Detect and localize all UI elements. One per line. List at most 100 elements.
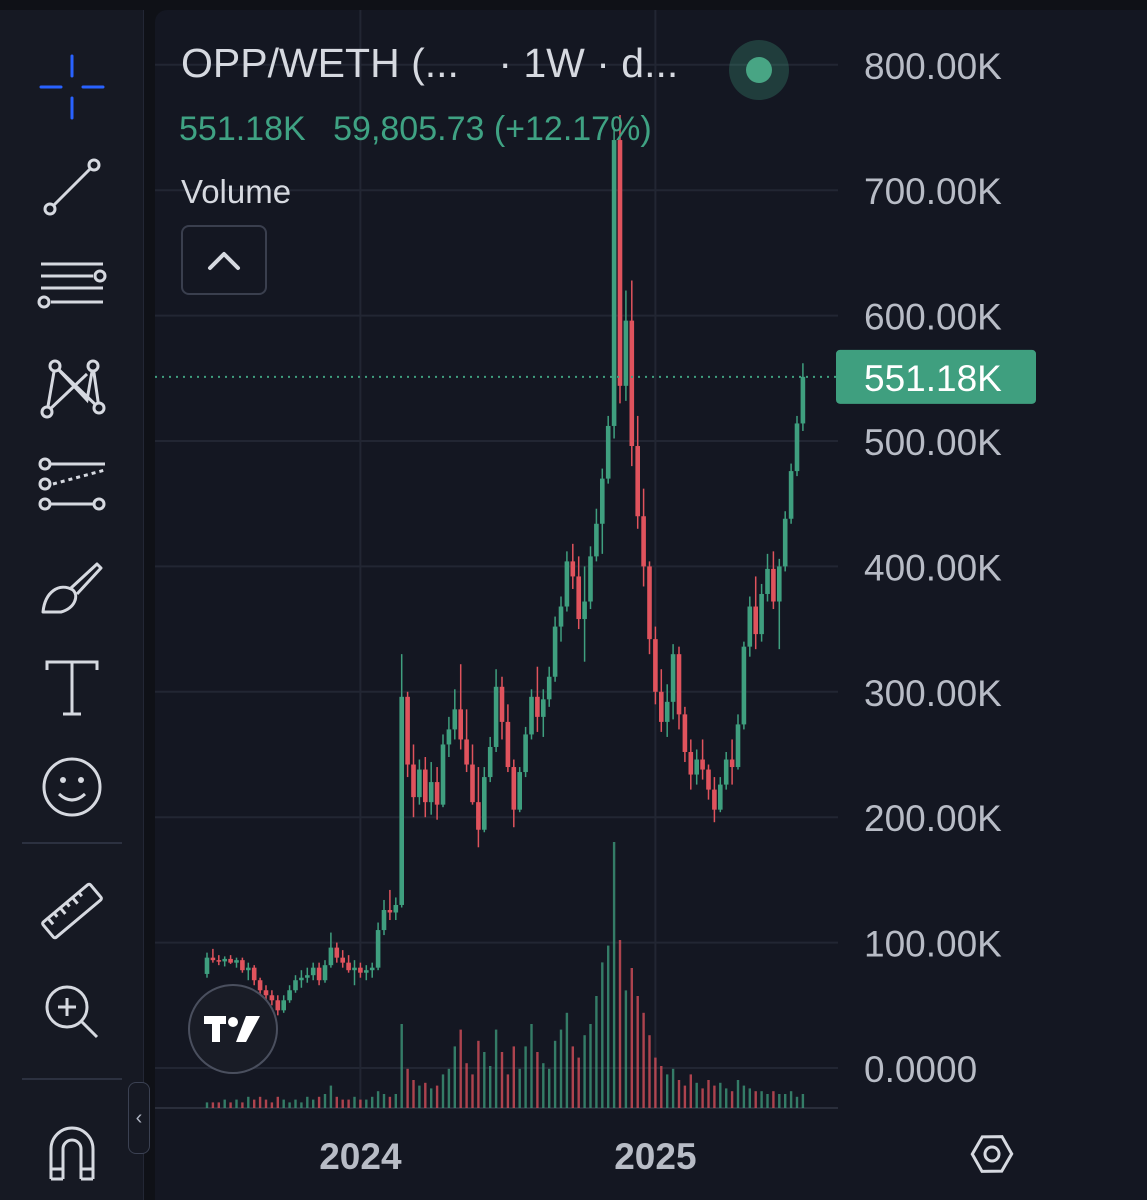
candle (564, 551, 570, 612)
candle (393, 897, 399, 921)
candle (251, 965, 257, 986)
volume-bar (725, 1088, 728, 1108)
volume-bar (701, 1088, 704, 1108)
candle-body (676, 654, 682, 715)
volume-bar (276, 1096, 279, 1108)
volume-bar (329, 1085, 333, 1108)
candle (688, 739, 694, 790)
price-axis-label: 300.00K (864, 673, 1002, 714)
candle-body (381, 909, 387, 931)
candle-body (759, 593, 764, 635)
candle-body (700, 759, 705, 770)
candle (440, 734, 446, 808)
pattern-tool-button[interactable] (30, 345, 114, 429)
candle-body (718, 784, 723, 810)
volume-bar (465, 1063, 468, 1108)
price-chart[interactable]: 800.00K 700.00K 600.00K 500.00K 400.00K 300.0… (155, 10, 1147, 1200)
brush-tool-button[interactable] (30, 545, 114, 629)
volume-bar (789, 1091, 793, 1108)
volume-bar (512, 1046, 515, 1108)
volume-bar (601, 962, 604, 1108)
candle (653, 626, 658, 705)
hexagon-settings-icon (970, 1135, 1014, 1173)
candle (216, 955, 222, 966)
candle-body (346, 962, 351, 971)
price-axis-label: 100.00K (864, 924, 1002, 965)
volume-bar (583, 1035, 586, 1108)
time-axis[interactable]: 2024 2025 (319, 1136, 696, 1177)
trend-line-icon (43, 158, 101, 216)
candle-body (411, 764, 416, 798)
legend-title[interactable]: OPP/WETH (... · 1W · d... (181, 40, 678, 87)
candlestick-series (204, 114, 806, 1016)
candle (364, 965, 369, 981)
candle (387, 889, 393, 921)
candle-body (228, 958, 233, 963)
volume-bar (524, 1046, 527, 1108)
trend-line-tool-button[interactable] (30, 145, 114, 229)
chart-settings-button[interactable] (967, 1128, 1016, 1180)
candle (782, 511, 788, 572)
volume-bar (406, 1068, 409, 1108)
candle (570, 543, 576, 589)
volume-bar (477, 1040, 480, 1108)
price-axis-label: 500.00K (864, 422, 1002, 463)
text-tool-button[interactable] (30, 645, 114, 729)
candle (617, 114, 623, 404)
candle (322, 960, 328, 983)
volume-indicator-label[interactable]: Volume (181, 173, 292, 210)
horizontal-lines-tool-button[interactable] (30, 245, 114, 329)
price-axis-label: 0.0000 (864, 1049, 977, 1090)
volume-bar (335, 1096, 338, 1108)
candle-body (659, 691, 664, 722)
candle-body (564, 561, 570, 607)
crosshair-tool-button[interactable] (30, 45, 114, 129)
candle (222, 956, 227, 967)
candle (629, 280, 635, 467)
chart-panel[interactable]: 800.00K 700.00K 600.00K 500.00K 400.00K 300.0… (155, 10, 1147, 1200)
candle (605, 415, 611, 484)
candle (470, 744, 475, 805)
volume-bar (412, 1080, 415, 1108)
price-axis[interactable]: 800.00K 700.00K 600.00K 500.00K 400.00K 300.0… (836, 46, 1036, 1090)
candle (275, 995, 281, 1016)
candle (464, 709, 469, 773)
volume-bar (447, 1068, 451, 1108)
projection-tool-button[interactable] (30, 445, 114, 529)
candle-body (517, 772, 522, 810)
candle (576, 556, 581, 630)
candle-body (287, 990, 292, 1001)
candle-body (794, 423, 800, 472)
candle (428, 762, 434, 815)
legend-collapse-button[interactable] (181, 225, 267, 295)
candle-body (582, 601, 587, 620)
candle (369, 962, 375, 978)
candle-body (487, 746, 493, 778)
candle (505, 704, 511, 773)
volume-bar (347, 1099, 350, 1108)
volume-bar (229, 1102, 232, 1108)
volume-bar (766, 1094, 769, 1108)
volume-bar (536, 1052, 539, 1108)
ruler-tool-button[interactable] (30, 870, 114, 954)
magnet-tool-button[interactable] (30, 1110, 114, 1194)
candle (417, 759, 422, 805)
candle (246, 962, 251, 981)
candle (594, 508, 599, 562)
zoom-in-tool-button[interactable] (30, 970, 114, 1054)
tradingview-logo[interactable] (188, 984, 278, 1074)
volume-bar (630, 968, 633, 1108)
emoji-tool-button[interactable] (30, 745, 114, 829)
chevron-left-icon: ‹ (135, 1106, 143, 1129)
candle (299, 970, 304, 988)
volume-bar (719, 1082, 722, 1108)
market-status-indicator[interactable] (729, 40, 789, 100)
brush-icon (41, 562, 103, 614)
volume-bar (607, 945, 610, 1108)
toolbar-collapse-button[interactable]: ‹ (128, 1082, 150, 1154)
volume-bar (730, 1091, 734, 1108)
volume-bar (506, 1074, 510, 1108)
drawing-toolbar (0, 10, 144, 1200)
volume-bar (388, 1096, 392, 1108)
candle (405, 691, 410, 778)
